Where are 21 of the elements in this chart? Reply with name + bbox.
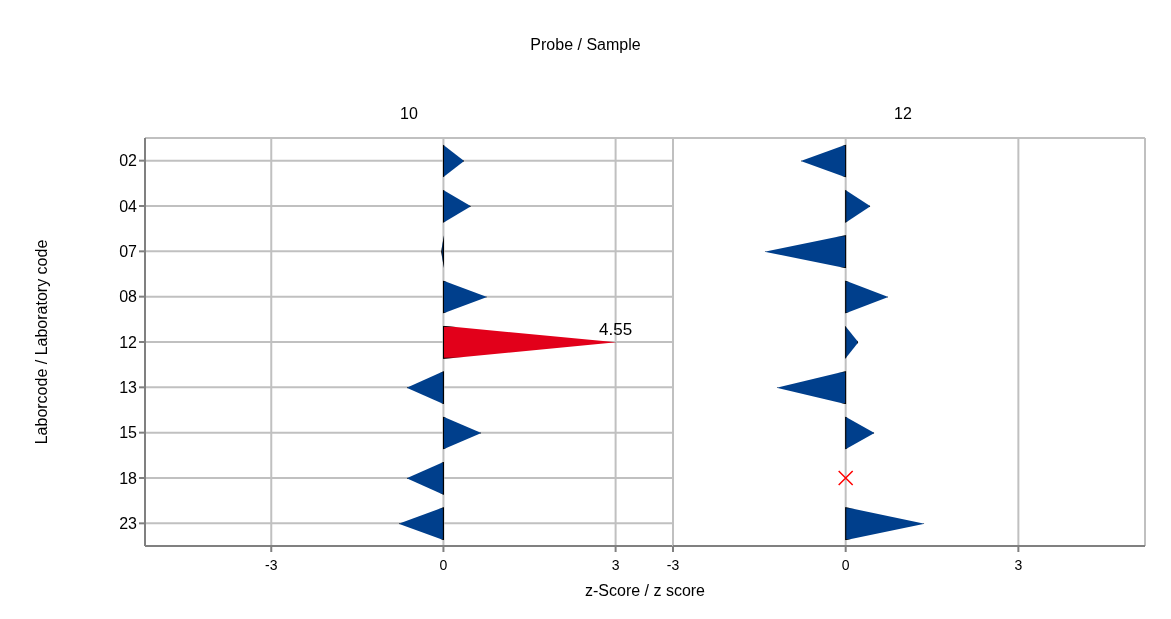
y-tick-label: 07 <box>119 243 138 261</box>
x-tick-label: 0 <box>439 556 448 573</box>
chart-subtitle: 12 <box>893 105 913 123</box>
x-axis-title: z-Score / z score <box>584 582 706 600</box>
y-tick-label: 04 <box>119 197 138 215</box>
y-tick-label: 13 <box>119 379 138 397</box>
x-tick-label: 3 <box>1014 556 1023 573</box>
y-tick-label: 12 <box>119 333 138 351</box>
y-tick-label: 08 <box>119 288 138 306</box>
chart-subtitle: 10 <box>399 105 419 123</box>
chart-title: Probe / Sample <box>529 36 642 54</box>
y-tick-label: 15 <box>119 424 138 442</box>
y-tick-label: 18 <box>119 469 138 487</box>
x-tick-label: 0 <box>841 556 850 573</box>
x-tick-label: 3 <box>611 556 620 573</box>
annotation: 4.55 <box>599 320 633 339</box>
y-tick-label: 23 <box>119 515 138 533</box>
y-axis-title: Laborcode / Laboratory code <box>33 239 51 445</box>
x-tick-label: -3 <box>666 556 680 573</box>
x-tick-label: -3 <box>265 556 278 573</box>
y-tick-label: 02 <box>119 152 138 170</box>
